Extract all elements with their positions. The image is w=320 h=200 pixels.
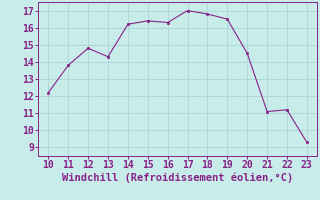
X-axis label: Windchill (Refroidissement éolien,°C): Windchill (Refroidissement éolien,°C) bbox=[62, 173, 293, 183]
